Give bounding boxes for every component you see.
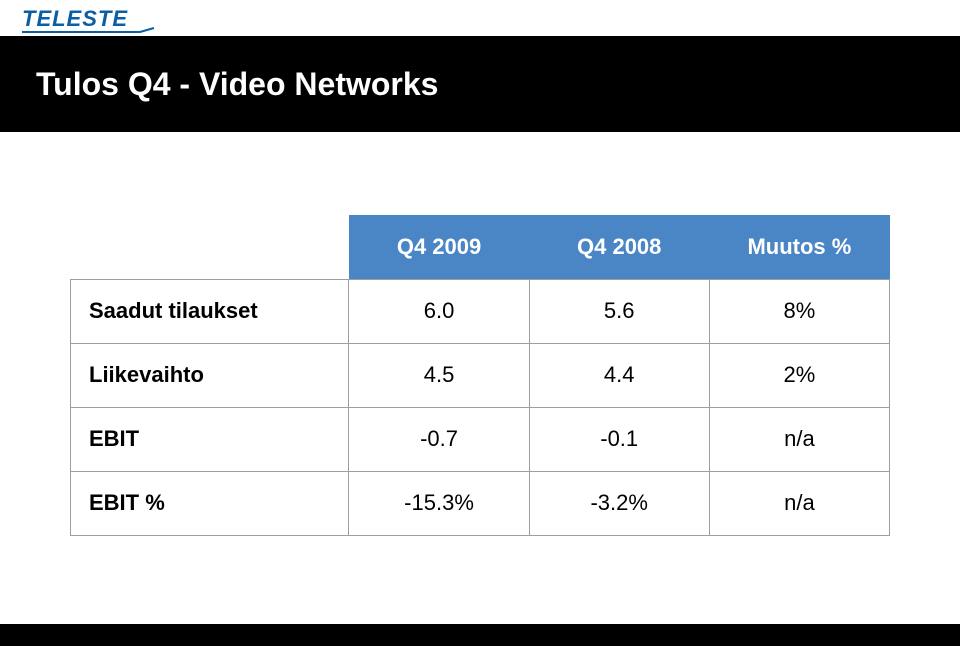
cell-value: -0.7 — [349, 407, 529, 471]
row-label: EBIT — [71, 407, 349, 471]
table-row: Saadut tilaukset 6.0 5.6 8% — [71, 279, 890, 343]
table-row: EBIT % -15.3% -3.2% n/a — [71, 471, 890, 535]
results-table: Q4 2009 Q4 2008 Muutos % Saadut tilaukse… — [70, 215, 890, 536]
cell-value: 4.5 — [349, 343, 529, 407]
cell-value: n/a — [709, 407, 889, 471]
cell-value: 6.0 — [349, 279, 529, 343]
row-label: Liikevaihto — [71, 343, 349, 407]
header-col-1: Q4 2009 — [349, 215, 529, 279]
table-row: Liikevaihto 4.5 4.4 2% — [71, 343, 890, 407]
cell-value: 5.6 — [529, 279, 709, 343]
cell-value: -3.2% — [529, 471, 709, 535]
row-label: EBIT % — [71, 471, 349, 535]
cell-value: -15.3% — [349, 471, 529, 535]
header-col-3: Muutos % — [709, 215, 889, 279]
cell-value: 8% — [709, 279, 889, 343]
cell-value: n/a — [709, 471, 889, 535]
cell-value: -0.1 — [529, 407, 709, 471]
page-title: Tulos Q4 - Video Networks — [36, 66, 438, 103]
logo-text: TELESTE — [22, 6, 128, 31]
results-table-element: Q4 2009 Q4 2008 Muutos % Saadut tilaukse… — [70, 215, 890, 536]
header-col-2: Q4 2008 — [529, 215, 709, 279]
table-header-row: Q4 2009 Q4 2008 Muutos % — [71, 215, 890, 279]
teleste-logo-icon: TELESTE — [22, 6, 192, 36]
cell-value: 2% — [709, 343, 889, 407]
cell-value: 4.4 — [529, 343, 709, 407]
row-label: Saadut tilaukset — [71, 279, 349, 343]
header-blank — [71, 215, 349, 279]
brand-logo: TELESTE — [22, 6, 192, 36]
slide-page: TELESTE Tulos Q4 - Video Networks Q4 200… — [0, 0, 960, 646]
title-band: Tulos Q4 - Video Networks — [0, 36, 960, 132]
footer-bar — [0, 624, 960, 646]
table-row: EBIT -0.7 -0.1 n/a — [71, 407, 890, 471]
